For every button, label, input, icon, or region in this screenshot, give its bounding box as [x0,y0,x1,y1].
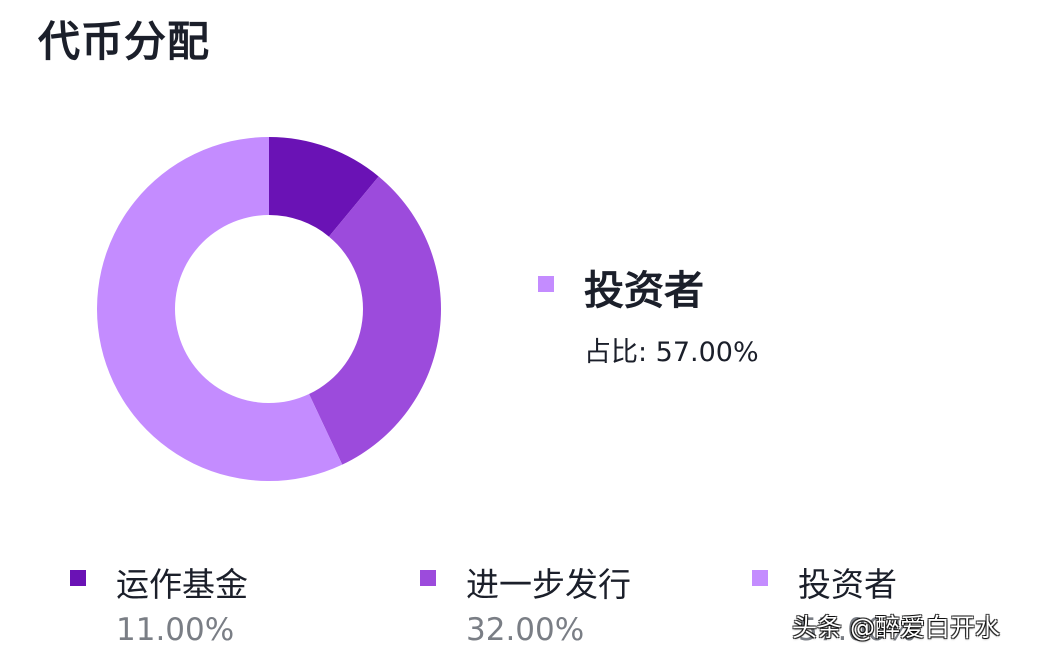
watermark: 头条 @醉爱白开水 [792,613,1000,642]
legend-swatch [420,570,436,586]
focus-share: 占比: 57.00% [584,337,759,368]
legend-swatch [752,570,768,586]
legend-item-operating-fund[interactable]: 运作基金 11.00% [70,552,370,652]
focus-label: 投资者 [584,268,704,314]
legend-label: 投资者 [798,565,897,604]
legend-item-investors[interactable]: 投资者 57.00% [752,552,1052,652]
legend-label: 运作基金 [116,565,248,604]
donut-slice-1[interactable] [269,137,379,237]
legend-label: 进一步发行 [466,565,631,604]
legend-item-further-issuance[interactable]: 进一步发行 32.00% [420,552,720,652]
legend-value: 11.00% [116,612,235,648]
legend-swatch [70,570,86,586]
focus-color-swatch [538,276,554,292]
legend-value: 57.00% [798,612,917,648]
donut-slice-3[interactable] [96,136,343,481]
donut-slice-2[interactable] [309,176,441,465]
chart-title: 代币分配 [38,17,211,66]
donut-chart [96,136,441,481]
legend: 运作基金 11.00% 进一步发行 32.00% 投资者 57.00% [0,552,1064,660]
legend-value: 32.00% [466,612,585,648]
